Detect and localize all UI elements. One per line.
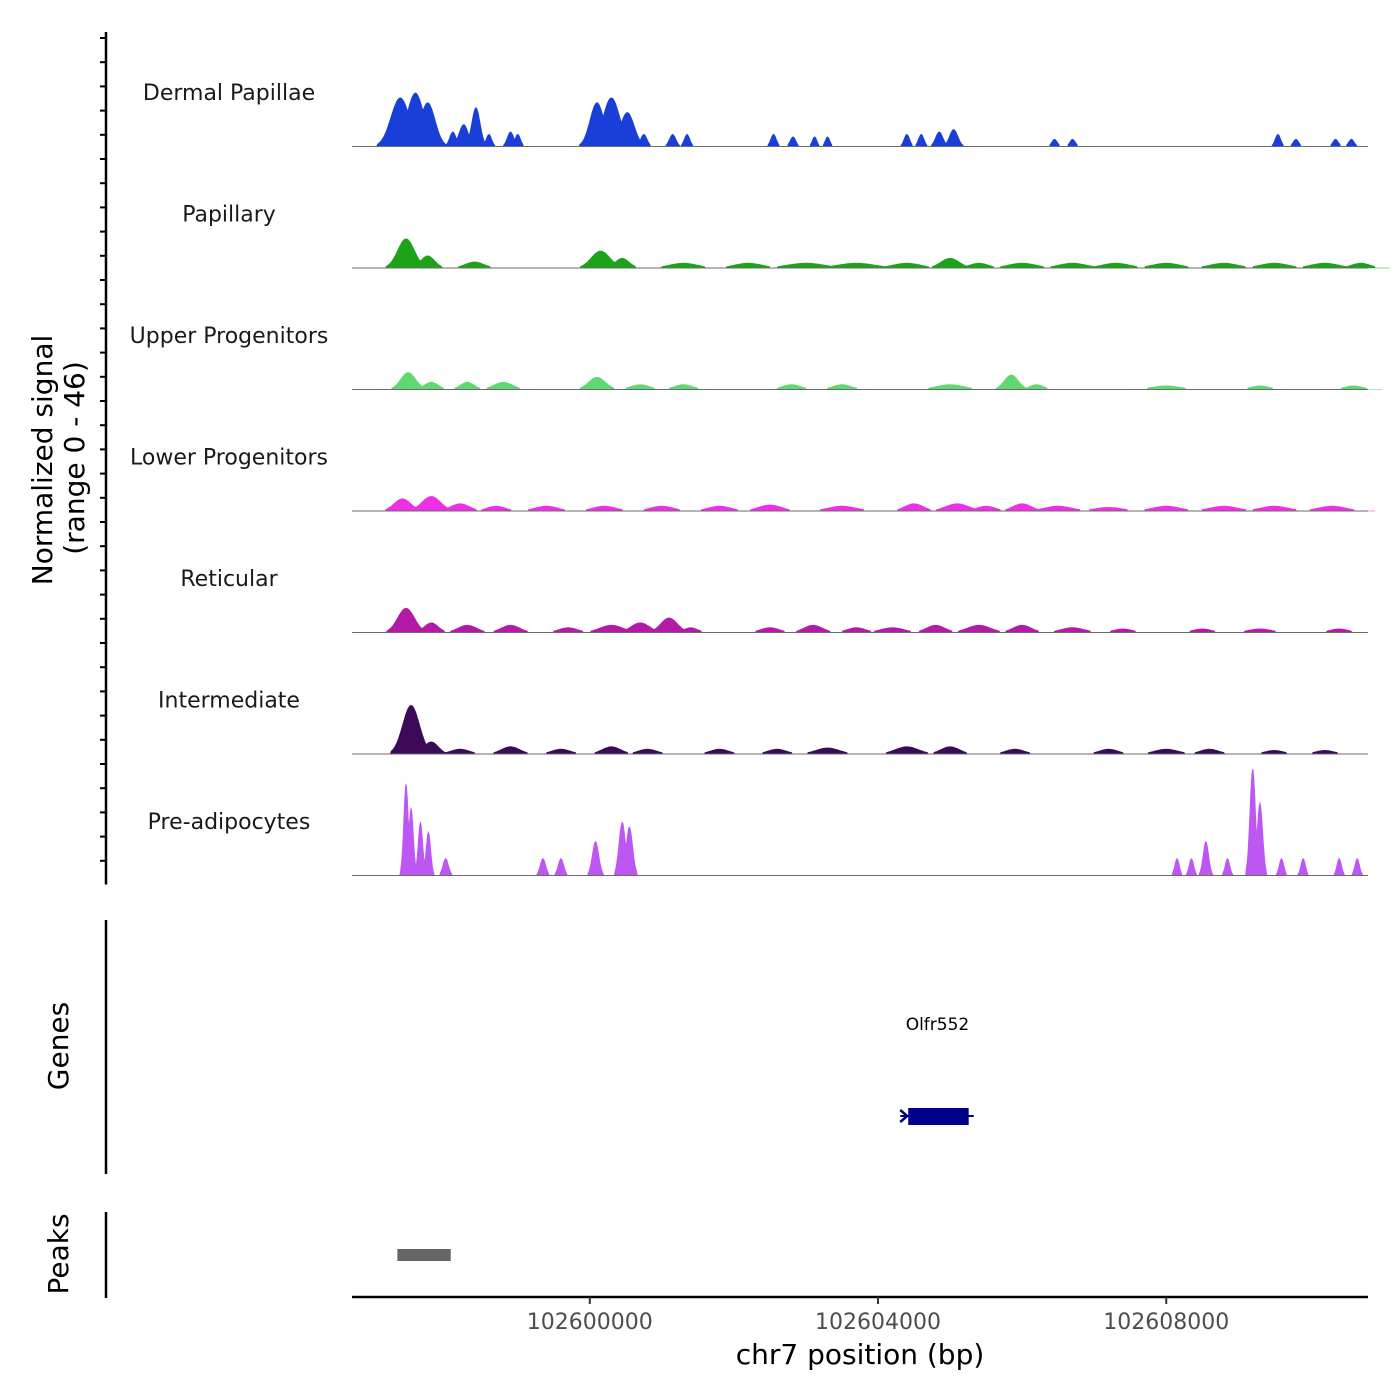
coverage-area (380, 607, 1368, 633)
genes-axis-title: Genes (42, 1002, 75, 1090)
track-lower-progenitors: Lower Progenitors (130, 446, 1376, 512)
gene-direction-arrow (899, 1109, 910, 1123)
y-axis-subtitle: (range 0 - 46) (58, 361, 91, 555)
track-label: Pre-adipocytes (148, 810, 311, 835)
x-tick-label: 102600000 (527, 1310, 653, 1335)
gene-olfr552: Olfr552 (899, 1015, 974, 1125)
coverage-area (385, 704, 1354, 755)
peaks-panel (104, 1212, 451, 1298)
coverage-area (380, 238, 1390, 269)
coverage-area (385, 372, 1383, 390)
track-reticular: Reticular (180, 567, 1368, 633)
x-axis: 102600000 102604000 102608000 (352, 1295, 1368, 1335)
x-tick-label: 102604000 (815, 1310, 941, 1335)
track-dermal-papillae: Dermal Papillae (143, 81, 1368, 147)
y-axis-title: Normalized signal (26, 335, 59, 586)
left-axis-group (100, 32, 108, 885)
track-label: Intermediate (158, 689, 300, 714)
track-label: Lower Progenitors (130, 446, 328, 471)
track-upper-progenitors: Upper Progenitors (130, 324, 1383, 390)
x-axis-title: chr7 position (bp) (736, 1338, 985, 1371)
coverage-area (398, 769, 1365, 876)
track-label: Dermal Papillae (143, 81, 315, 106)
peaks-axis-title: Peaks (42, 1213, 75, 1294)
coverage-area (376, 496, 1376, 512)
track-label: Papillary (182, 203, 276, 228)
genes-panel: Olfr552 (104, 920, 974, 1174)
coverage-area (371, 92, 1361, 147)
gene-label: Olfr552 (906, 1015, 970, 1035)
track-pre-adipocytes: Pre-adipocytes (148, 769, 1368, 876)
track-label: Upper Progenitors (130, 324, 329, 349)
track-papillary: Papillary (182, 203, 1390, 269)
tracks-group: Dermal Papillae Papillary Upper Progenitor… (130, 81, 1390, 876)
track-label: Reticular (180, 567, 278, 592)
track-intermediate: Intermediate (158, 689, 1368, 755)
x-tick-label: 102608000 (1103, 1310, 1229, 1335)
peak-region (397, 1249, 451, 1261)
